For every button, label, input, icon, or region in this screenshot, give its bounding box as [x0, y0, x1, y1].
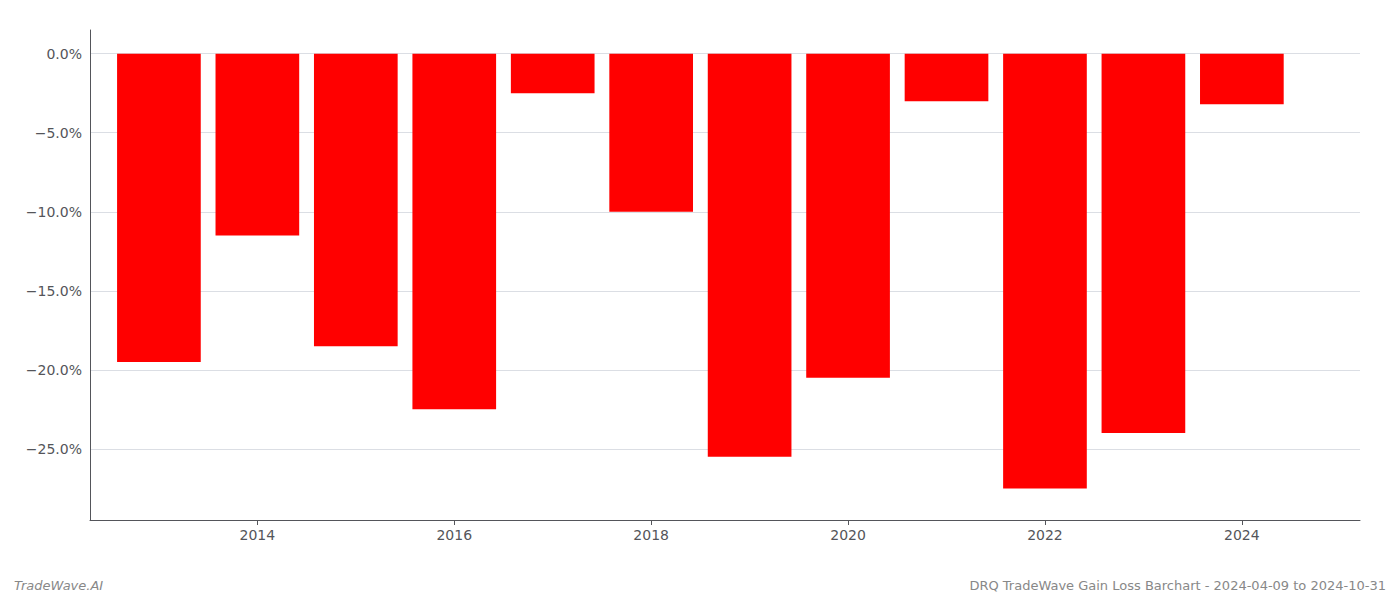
svg-text:2024: 2024 [1224, 527, 1260, 543]
svg-text:−25.0%: −25.0% [26, 441, 82, 457]
svg-text:2016: 2016 [436, 527, 472, 543]
svg-text:−20.0%: −20.0% [26, 362, 82, 378]
svg-text:2018: 2018 [633, 527, 669, 543]
svg-text:TradeWave.AI: TradeWave.AI [14, 578, 103, 593]
svg-text:−15.0%: −15.0% [26, 283, 82, 299]
svg-text:2022: 2022 [1027, 527, 1063, 543]
svg-text:2020: 2020 [830, 527, 866, 543]
svg-text:−10.0%: −10.0% [26, 204, 82, 220]
svg-text:−5.0%: −5.0% [35, 125, 82, 141]
svg-text:2014: 2014 [240, 527, 276, 543]
svg-text:DRQ TradeWave Gain Loss Barcha: DRQ TradeWave Gain Loss Barchart - 2024-… [969, 578, 1386, 593]
svg-text:0.0%: 0.0% [46, 46, 82, 62]
